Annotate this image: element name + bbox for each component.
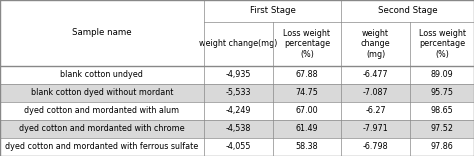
- Text: -4,249: -4,249: [226, 106, 251, 115]
- Text: -6.477: -6.477: [363, 70, 389, 79]
- Bar: [0, 66, 474, 84]
- Text: -7.087: -7.087: [363, 88, 389, 97]
- Text: 97.52: 97.52: [430, 124, 454, 133]
- Text: 67.88: 67.88: [296, 70, 318, 79]
- Text: dyed cotton and mordanted with alum: dyed cotton and mordanted with alum: [24, 106, 180, 115]
- Text: -6.798: -6.798: [363, 142, 389, 151]
- Text: 61.49: 61.49: [296, 124, 318, 133]
- Text: 97.86: 97.86: [431, 142, 453, 151]
- Text: weight change(mg): weight change(mg): [199, 39, 277, 48]
- Text: 74.75: 74.75: [295, 88, 319, 97]
- Bar: [0, 22, 474, 66]
- Text: 58.38: 58.38: [296, 142, 318, 151]
- Text: 89.09: 89.09: [431, 70, 453, 79]
- Text: Loss weight
percentage
(%): Loss weight percentage (%): [283, 29, 330, 59]
- Bar: [0, 138, 474, 156]
- Text: -4,055: -4,055: [226, 142, 251, 151]
- Text: 67.00: 67.00: [296, 106, 318, 115]
- Text: 95.75: 95.75: [430, 88, 454, 97]
- Text: blank cotton undyed: blank cotton undyed: [61, 70, 143, 79]
- Text: blank cotton dyed without mordant: blank cotton dyed without mordant: [31, 88, 173, 97]
- Bar: [0, 102, 474, 120]
- Text: dyed cotton and mordanted with chrome: dyed cotton and mordanted with chrome: [19, 124, 185, 133]
- Text: -7.971: -7.971: [363, 124, 389, 133]
- Text: Loss weight
percentage
(%): Loss weight percentage (%): [419, 29, 465, 59]
- Text: 98.65: 98.65: [431, 106, 453, 115]
- Text: Sample name: Sample name: [72, 28, 132, 37]
- Text: weight
change
(mg): weight change (mg): [361, 29, 391, 59]
- Bar: [0, 120, 474, 138]
- Text: dyed cotton and mordanted with ferrous sulfate: dyed cotton and mordanted with ferrous s…: [5, 142, 199, 151]
- Text: First Stage: First Stage: [250, 6, 295, 15]
- Text: -4,538: -4,538: [226, 124, 251, 133]
- Bar: [0, 0, 474, 22]
- Bar: [0, 84, 474, 102]
- Text: -5,533: -5,533: [226, 88, 251, 97]
- Text: Second Stage: Second Stage: [378, 6, 438, 15]
- Text: -4,935: -4,935: [226, 70, 251, 79]
- Text: -6.27: -6.27: [365, 106, 386, 115]
